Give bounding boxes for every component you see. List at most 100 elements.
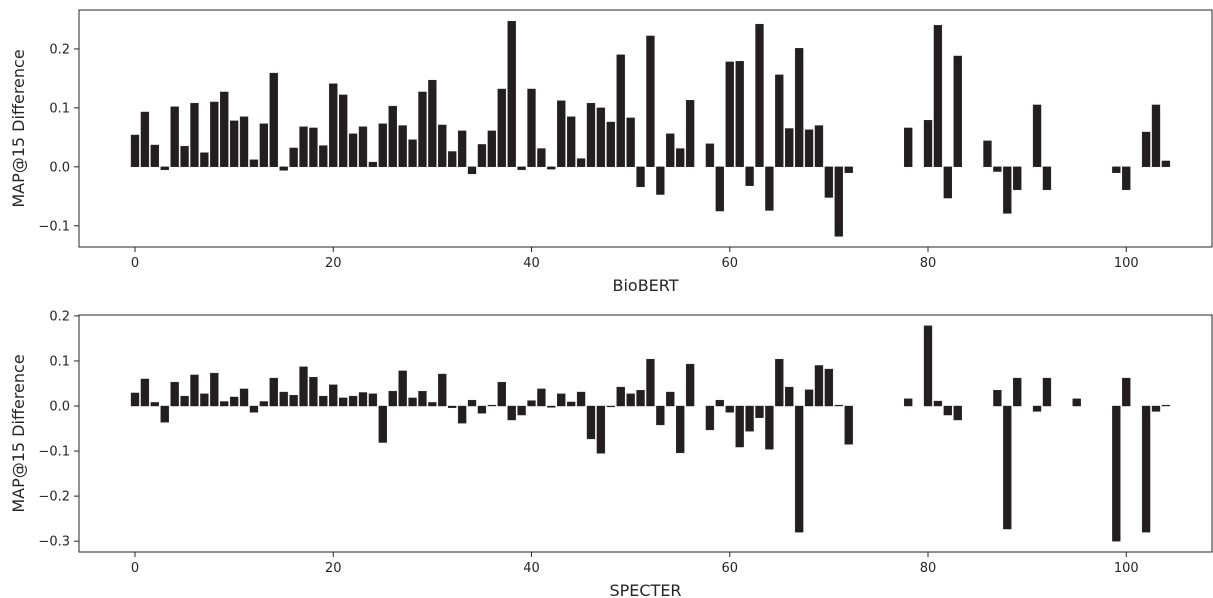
bar [210,372,219,407]
x-tick-label: 100 [1114,256,1139,271]
bar [1042,166,1052,191]
bar [368,161,378,168]
bar [923,325,933,407]
bar [1122,377,1131,407]
bar [150,144,159,168]
bar [457,130,467,168]
x-tick-label: 60 [721,561,738,576]
x-tick-label: 0 [131,561,139,576]
bar [814,125,824,168]
bar [547,166,556,170]
x-tick-label: 0 [131,256,139,271]
bar [457,405,467,424]
bar [1151,405,1161,412]
bar [676,148,685,168]
bar [200,152,209,168]
x-axis-label: BioBERT [612,276,678,295]
y-tick-label: 0.2 [49,309,70,324]
bar [1122,166,1131,191]
bar [1072,398,1081,407]
bar [190,102,199,168]
bar [249,159,259,168]
bar [557,100,566,168]
bar [636,390,645,407]
bar [388,105,397,168]
bar [735,405,744,448]
bar [467,399,477,407]
bar [239,388,249,407]
bar [765,166,774,211]
bar [616,54,625,168]
bar [676,405,685,454]
bar [794,405,804,533]
bar [844,405,853,445]
bar [249,405,259,413]
bar [993,166,1002,172]
bar [477,405,487,414]
bar [378,123,387,168]
bar [319,395,328,407]
bar [1151,104,1161,168]
bar [586,102,596,168]
bar [487,404,497,407]
bar [388,390,397,407]
bar [507,21,516,168]
bar [160,405,169,423]
bar [229,120,239,168]
bar [180,145,189,168]
bar [745,166,754,186]
bar [279,166,288,171]
bar [725,61,734,168]
bar [1161,404,1171,407]
bar [467,166,477,175]
bar [814,365,824,407]
bar [418,390,427,407]
bar [259,123,269,168]
bar [289,395,298,407]
x-tick-label: 80 [920,561,937,576]
bar [933,400,943,407]
bar [904,127,913,168]
x-tick-label: 40 [523,561,540,576]
x-tick-label: 80 [920,256,937,271]
bar [229,396,239,407]
bar [715,399,725,407]
bar [943,405,952,416]
bar [844,166,853,173]
bar [636,166,645,188]
bar [428,402,437,407]
bar [537,148,546,168]
bar [1003,405,1012,530]
bar [606,121,615,168]
bar [626,393,635,407]
bar [517,405,526,416]
bar [269,377,278,407]
bar [259,401,269,407]
y-tick-label: 0.0 [49,160,70,175]
bar [824,166,834,198]
bar [368,393,378,407]
bar [666,391,675,407]
bar [358,392,368,407]
bar [358,126,368,168]
bar [507,405,516,421]
bar [1003,166,1012,214]
bar [904,398,913,407]
y-tick-label: 0.0 [49,400,70,415]
bar [140,111,150,168]
bar [448,151,457,168]
bar [557,393,566,407]
y-tick-label: 0.2 [49,42,70,57]
bar [1032,104,1042,168]
y-tick-label: −0.2 [38,490,70,505]
bar [428,79,437,168]
bar [537,388,546,407]
y-tick-label: 0.1 [49,101,70,116]
bar [765,405,774,450]
axes-frame [78,314,1213,553]
bar [576,391,586,407]
bar [239,116,249,168]
bar [983,140,992,168]
y-axis-label: MAP@15 Difference [9,49,28,207]
